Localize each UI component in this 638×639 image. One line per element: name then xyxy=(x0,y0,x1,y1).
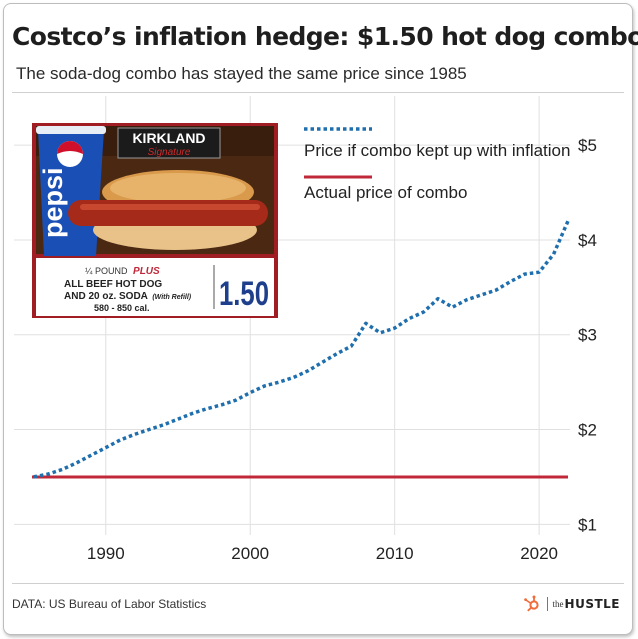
series-lines xyxy=(32,220,570,479)
hot-dog-combo-photo: pepsi KIRKLAND Signature ¼ POUND PLUS AL… xyxy=(32,123,278,318)
x-tick-label: 1990 xyxy=(87,544,125,563)
hustle-brand: the HUSTLE xyxy=(523,594,620,614)
inflation-price-line xyxy=(33,220,570,479)
menu-line-1-prefix: ¼ POUND xyxy=(85,266,128,276)
header-divider xyxy=(12,92,624,93)
menu-line-3: AND 20 oz. SODA (With Refill) xyxy=(64,291,192,302)
bun-highlight xyxy=(110,173,246,203)
kirkland-text: KIRKLAND xyxy=(132,130,205,146)
legend-label-actual: Actual price of combo xyxy=(304,183,467,202)
menu-line-1: ¼ POUND PLUS xyxy=(85,266,160,277)
brand-separator xyxy=(546,597,548,611)
chart-title: Costco’s inflation hedge: $1.50 hot dog … xyxy=(12,22,638,51)
signature-text: Signature xyxy=(148,147,191,158)
y-axis-ticks: $1 $2 $3 $4 $5 xyxy=(578,136,597,534)
x-tick-label: 2020 xyxy=(520,544,558,563)
legend: Price if combo kept up with inflation Act… xyxy=(304,127,570,202)
price-value: 1.50 xyxy=(219,275,269,313)
menu-line-2: ALL BEEF HOT DOG xyxy=(64,279,162,290)
x-tick-label: 2010 xyxy=(376,544,414,563)
sausage xyxy=(68,200,268,226)
x-tick-label: 2000 xyxy=(231,544,269,563)
y-tick-label: $2 xyxy=(578,421,597,440)
sausage-highlight xyxy=(80,204,260,210)
brand-the: the xyxy=(552,599,564,609)
footer-divider xyxy=(12,583,624,584)
pepsi-wordmark: pepsi xyxy=(38,167,68,238)
menu-line-4: 580 - 850 cal. xyxy=(94,303,150,313)
menu-line-3-refill: (With Refill) xyxy=(152,294,191,301)
kirkland-logo xyxy=(117,127,221,159)
cup-lid xyxy=(36,126,106,134)
y-tick-label: $5 xyxy=(578,136,597,155)
y-tick-label: $4 xyxy=(578,231,597,250)
price-divider xyxy=(213,265,215,309)
chart-subtitle: The soda-dog combo has stayed the same p… xyxy=(16,64,467,83)
menu-line-3-main: AND 20 oz. SODA xyxy=(64,291,148,302)
brand-name: HUSTLE xyxy=(564,597,620,611)
y-tick-label: $1 xyxy=(578,515,597,534)
legend-label-inflation: Price if combo kept up with inflation xyxy=(304,141,570,160)
y-tick-label: $3 xyxy=(578,326,597,345)
price-panel xyxy=(36,258,274,316)
hubspot-sprocket-icon xyxy=(523,595,539,612)
data-source: DATA: US Bureau of Labor Statistics xyxy=(12,597,207,611)
pepsi-logo-red xyxy=(57,141,83,154)
chart-card xyxy=(3,3,633,635)
menu-line-1-plus: PLUS xyxy=(133,266,160,277)
x-axis-ticks: 1990 2000 2010 2020 xyxy=(87,544,558,563)
